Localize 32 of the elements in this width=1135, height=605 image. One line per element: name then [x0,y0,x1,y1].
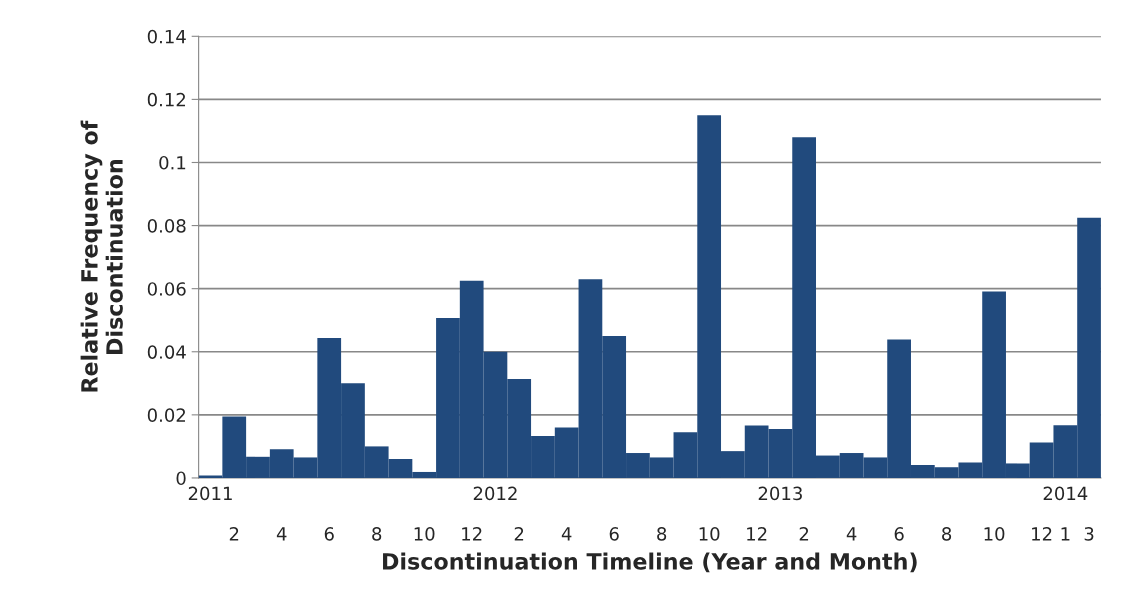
x-tick-label: 2011 [188,486,232,501]
y-tick-label: 0.02 [147,408,186,422]
x-tick-label: 4 [561,527,572,541]
x-tick-label: 8 [372,527,382,541]
x-tick-label: 6 [324,527,334,541]
y-tick-label: 0.14 [147,29,186,44]
x-tick-label: 2 [799,527,809,541]
y-tick-label: 0.12 [147,92,186,107]
x-tick-label: 4 [846,527,857,541]
x-tick-label: 2 [229,527,239,541]
x-tick-label: 3 [1084,527,1094,541]
y-tick-label: 0.1 [159,155,186,170]
x-tick-label: 10 [414,527,435,541]
y-tick-label: 0.04 [147,345,186,359]
x-tick-label: 10 [984,527,1005,541]
x-tick-label: 2012 [473,486,517,501]
x-tick-label: 12 [747,527,767,541]
x-tick-label: 2013 [758,486,802,501]
x-tick-label: 6 [609,527,619,541]
y-tick-label: 0.06 [147,282,186,296]
x-tick-label: 12 [1032,527,1052,541]
y-tick-label: 0 [176,471,186,486]
x-tick-label: 4 [276,527,287,541]
y-tick-label: 0.08 [147,219,186,233]
x-tick-label: 2 [514,527,524,541]
x-tick-label: 8 [657,527,667,541]
x-tick-label: 6 [894,527,904,541]
y-axis-title: Relative Frequency of Discontinuation [80,120,123,392]
x-axis-title: Discontinuation Timeline (Year and Month) [383,552,917,573]
x-tick-label: 12 [462,527,482,541]
x-tick-label: 8 [942,527,952,541]
x-tick-label: 10 [699,527,720,541]
